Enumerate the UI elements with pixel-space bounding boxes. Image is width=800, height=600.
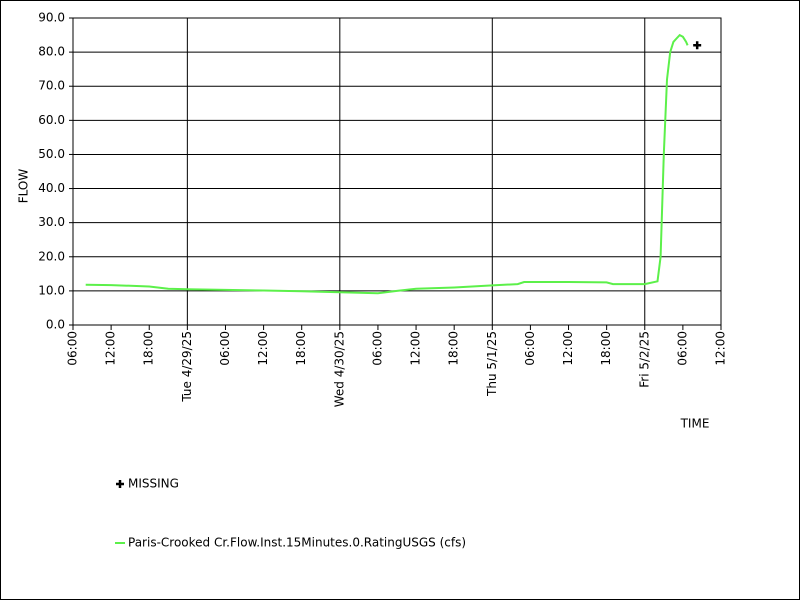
x-tick-label: 12:00 — [256, 331, 270, 366]
x-tick-label: 12:00 — [561, 331, 575, 366]
x-tick-label: Fri 5/2/25 — [637, 331, 651, 388]
y-tick-label: 40.0 — [38, 181, 65, 195]
plot-border — [72, 17, 722, 326]
y-tick-label: 70.0 — [38, 79, 65, 93]
legend-label: Paris-Crooked Cr.Flow.Inst.15Minutes.0.R… — [128, 536, 466, 550]
x-tick-label: 06:00 — [523, 331, 537, 366]
x-axis-label: TIME — [680, 417, 710, 431]
y-tick-label: 50.0 — [38, 147, 65, 161]
y-tick-label: 20.0 — [38, 249, 65, 263]
x-tick-label: 12:00 — [714, 331, 728, 366]
y-tick-label: 30.0 — [38, 215, 65, 229]
legend-label: MISSING — [128, 477, 179, 491]
x-tick-label: Thu 5/1/25 — [485, 331, 499, 397]
y-tick-label: 80.0 — [38, 45, 65, 59]
y-tick-label: 90.0 — [38, 11, 65, 25]
x-tick-label: Tue 4/29/25 — [180, 331, 194, 403]
series-line — [85, 33, 689, 295]
x-tick-label: 06:00 — [218, 331, 232, 366]
x-tick-label: 06:00 — [675, 331, 689, 366]
y-tick-label: 10.0 — [38, 283, 65, 297]
x-tick-label: 12:00 — [104, 331, 118, 366]
legend-marker — [116, 480, 124, 488]
x-tick-label: 12:00 — [409, 331, 423, 366]
x-tick-label: Wed 4/30/25 — [332, 331, 346, 407]
x-tick-label: 18:00 — [142, 331, 156, 366]
x-tick-label: 06:00 — [66, 331, 80, 366]
x-tick-label: 18:00 — [294, 331, 308, 366]
y-axis-label: FLOW — [17, 169, 31, 204]
y-tick-label: 0.0 — [46, 318, 65, 332]
missing-marker — [693, 41, 702, 50]
x-tick-label: 18:00 — [447, 331, 461, 366]
x-tick-label: 18:00 — [599, 331, 613, 366]
y-tick-label: 60.0 — [38, 113, 65, 127]
x-tick-label: 06:00 — [370, 331, 384, 366]
